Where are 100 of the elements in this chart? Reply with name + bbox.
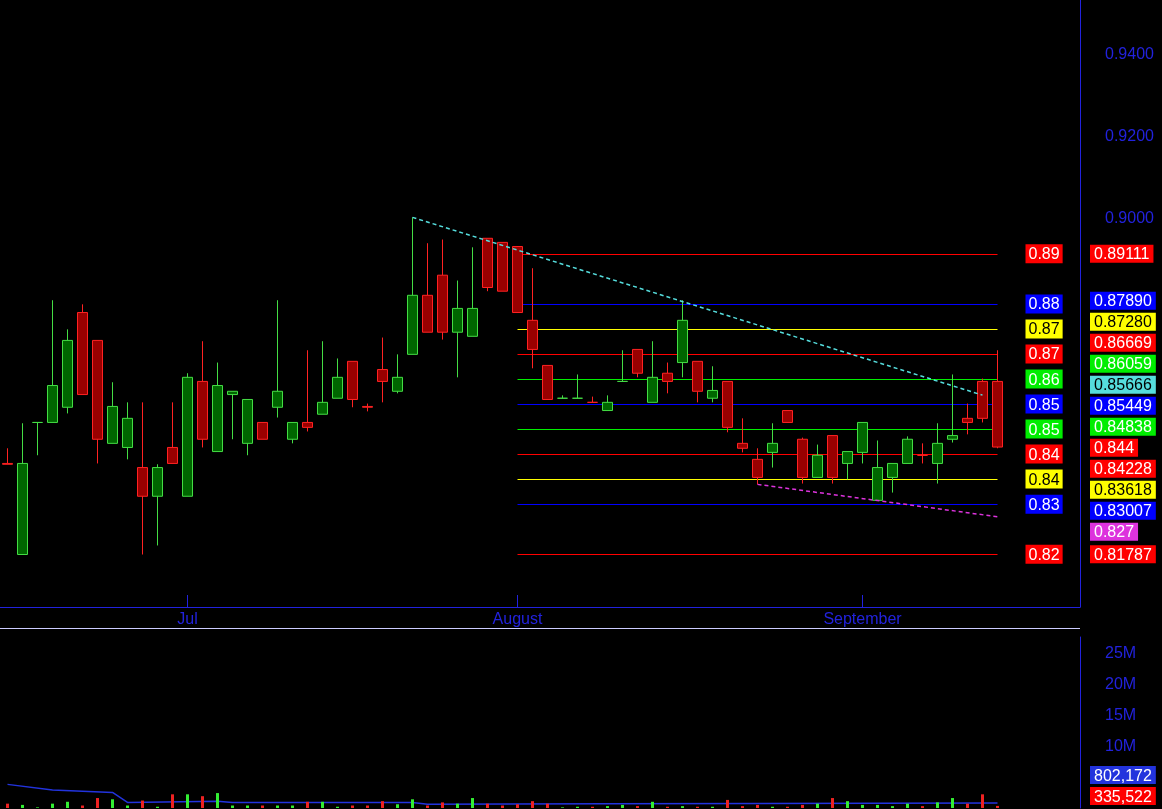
candlestick bbox=[362, 403, 373, 412]
candlestick bbox=[842, 451, 853, 480]
y-tick-label: 10M bbox=[1105, 737, 1137, 755]
candlestick bbox=[977, 378, 988, 423]
text: 0.85666 bbox=[1094, 376, 1152, 394]
ref-line-label: 0.84 bbox=[1028, 445, 1060, 463]
x-tick-label: Jul bbox=[177, 609, 198, 627]
text: 0.83618 bbox=[1094, 481, 1152, 499]
y-tick-label: 0.9200 bbox=[1105, 126, 1155, 144]
candlestick bbox=[662, 362, 673, 394]
y-tick-label: 0.9400 bbox=[1105, 44, 1155, 62]
candlestick bbox=[512, 245, 523, 314]
candlestick bbox=[392, 353, 403, 394]
ref-line-label: 0.87 bbox=[1028, 320, 1060, 338]
text: 0.86669 bbox=[1094, 334, 1152, 352]
candlestick bbox=[557, 394, 568, 399]
candlestick bbox=[722, 380, 733, 433]
candlestick bbox=[302, 349, 313, 432]
text: 0.87280 bbox=[1094, 313, 1152, 331]
candlestick bbox=[287, 421, 298, 444]
candlestick bbox=[812, 444, 823, 478]
candlestick bbox=[242, 398, 253, 456]
candlestick bbox=[62, 328, 73, 414]
line-series bbox=[6, 783, 999, 806]
candlestick bbox=[707, 365, 718, 403]
candlestick bbox=[887, 462, 898, 494]
candlestick bbox=[527, 267, 538, 369]
ref-line-label: 0.85 bbox=[1028, 420, 1060, 438]
candlestick bbox=[797, 437, 808, 485]
ref-line-label: 0.85 bbox=[1028, 395, 1060, 413]
candlestick bbox=[422, 242, 433, 333]
x-tick-label: September bbox=[823, 609, 903, 627]
ref-line-label: 0.89 bbox=[1028, 245, 1060, 263]
candlestick bbox=[782, 410, 793, 423]
candlestick bbox=[992, 349, 1003, 449]
candlestick bbox=[47, 299, 58, 423]
candlestick bbox=[737, 417, 748, 453]
candlestick bbox=[827, 435, 838, 485]
y-tick-label: 25M bbox=[1105, 644, 1137, 662]
y-tick-label: 0.9000 bbox=[1105, 208, 1155, 226]
candlestick bbox=[347, 360, 358, 408]
text: 0.81787 bbox=[1094, 545, 1152, 563]
candlestick bbox=[197, 340, 208, 448]
candlestick bbox=[167, 401, 178, 464]
candlestick bbox=[632, 348, 643, 378]
y-tick-label: 15M bbox=[1105, 706, 1137, 724]
candlestick bbox=[77, 303, 88, 396]
candlestick bbox=[602, 394, 613, 412]
candlestick bbox=[452, 280, 463, 378]
candlestick bbox=[377, 337, 388, 403]
x-tick-label: August bbox=[492, 609, 543, 627]
candlestick bbox=[767, 422, 778, 469]
candlestick bbox=[152, 463, 163, 546]
candlestick bbox=[647, 340, 658, 403]
candlestick bbox=[542, 364, 553, 400]
candlestick bbox=[272, 299, 283, 419]
ref-line-label: 0.82 bbox=[1028, 545, 1060, 563]
candlestick bbox=[467, 246, 478, 337]
text: 0.86059 bbox=[1094, 355, 1152, 373]
y-tick-label: 20M bbox=[1105, 675, 1137, 693]
text: 0.827 bbox=[1094, 523, 1135, 541]
text: 335,522 bbox=[1094, 787, 1152, 805]
candlestick bbox=[752, 447, 763, 485]
candlestick bbox=[182, 372, 193, 497]
candlestick bbox=[332, 357, 343, 399]
text: 0.87890 bbox=[1094, 292, 1152, 310]
candlestick bbox=[437, 239, 448, 341]
text: 0.844 bbox=[1094, 439, 1135, 457]
candlestick bbox=[257, 421, 268, 440]
text: 0.84228 bbox=[1094, 460, 1152, 478]
candlestick bbox=[212, 362, 223, 453]
candlestick bbox=[587, 396, 598, 403]
candlestick bbox=[482, 237, 493, 292]
candlestick bbox=[227, 390, 238, 440]
candlestick bbox=[947, 373, 958, 444]
candlestick bbox=[572, 373, 583, 399]
candlestick bbox=[407, 216, 418, 355]
text: 0.89111 bbox=[1094, 245, 1150, 263]
candlestick bbox=[857, 421, 868, 464]
text: 802,172 bbox=[1094, 766, 1152, 784]
candlestick bbox=[92, 339, 103, 464]
text: 0.85449 bbox=[1094, 397, 1152, 415]
ref-line-label: 0.86 bbox=[1028, 370, 1060, 388]
ref-line-label: 0.88 bbox=[1028, 295, 1060, 313]
ref-line-label: 0.84 bbox=[1028, 470, 1060, 488]
candlestick bbox=[122, 401, 133, 460]
candlestick bbox=[872, 439, 883, 501]
candlestick bbox=[317, 340, 328, 415]
candlestick bbox=[917, 442, 928, 464]
candlestick bbox=[17, 422, 28, 555]
text: 0.83007 bbox=[1094, 502, 1152, 520]
candlestick bbox=[677, 299, 688, 378]
candlestick bbox=[902, 435, 913, 464]
text: 0.84838 bbox=[1094, 418, 1152, 436]
candlestick bbox=[107, 381, 118, 444]
ref-line-label: 0.83 bbox=[1028, 495, 1060, 513]
candlestick bbox=[32, 421, 43, 456]
candlestick bbox=[497, 241, 508, 292]
candlestick bbox=[2, 447, 13, 465]
candlestick bbox=[137, 401, 148, 555]
